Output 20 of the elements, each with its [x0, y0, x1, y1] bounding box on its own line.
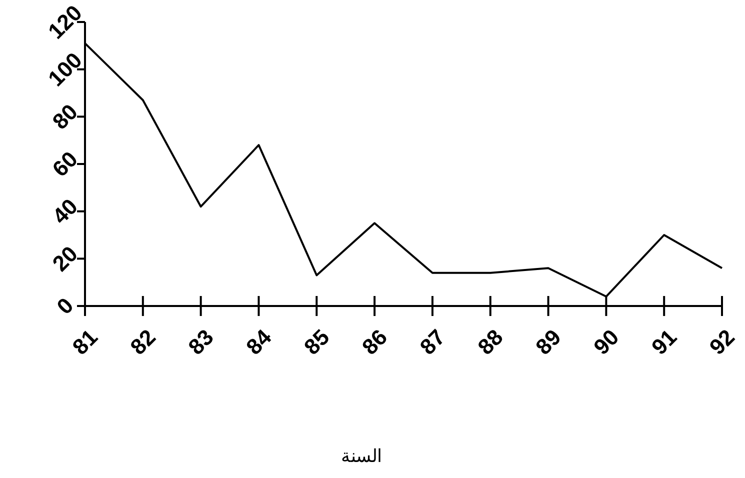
y-tick-label: 100 — [43, 48, 87, 92]
x-tick-label: 92 — [704, 324, 740, 360]
x-tick-label: 83 — [183, 324, 218, 360]
y-tick-label: 80 — [48, 99, 82, 134]
x-tick-label: 90 — [588, 324, 624, 360]
x-tick-label: 84 — [241, 324, 277, 360]
x-tick-label: 88 — [472, 324, 508, 360]
y-tick-label: 40 — [48, 194, 82, 229]
x-tick-label: 85 — [299, 324, 334, 360]
y-tick-label: 20 — [48, 241, 82, 276]
x-tick-label: 87 — [414, 324, 450, 360]
y-tick-label: 60 — [48, 146, 82, 182]
y-tick-label: 0 — [52, 292, 78, 320]
x-tick-label: 89 — [530, 324, 566, 360]
x-tick-label: 86 — [357, 324, 392, 360]
x-axis-title: السنة — [341, 446, 382, 467]
x-tick-label: 91 — [646, 324, 682, 360]
y-tick-label: 120 — [43, 0, 87, 44]
x-tick-label: 82 — [125, 324, 160, 360]
x-tick-label: 81 — [68, 324, 102, 360]
